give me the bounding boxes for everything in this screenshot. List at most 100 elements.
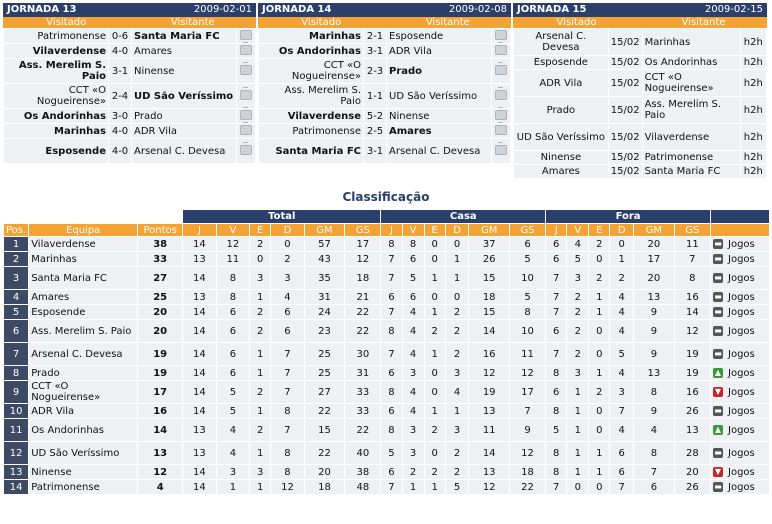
team-name[interactable]: Vilaverdense [29,237,138,251]
home-team[interactable]: ADR Vila [514,70,608,96]
team-name[interactable]: Ass. Merelim S. Paio [29,320,138,342]
away-team[interactable]: Ass. Merelim S. Paio [642,97,740,123]
away-team[interactable]: Amares [132,44,236,58]
team-name[interactable]: Esposende [29,305,138,319]
jogos-cell[interactable]: ▬ Jogos [711,343,769,365]
away-team[interactable]: UD São Veríssimo [132,84,236,108]
home-team[interactable]: Amares [514,165,608,178]
tv-icon[interactable] [240,41,252,55]
tv-icon-cell[interactable] [237,26,255,43]
team-name[interactable]: UD São Veríssimo [29,442,138,464]
team-name[interactable]: ADR Vila [29,404,138,418]
jogos-cell[interactable]: ▲ Jogos [711,366,769,380]
tv-icon[interactable] [495,141,507,155]
jogos-cell[interactable]: ▼ Jogos [711,381,769,403]
home-team[interactable]: CCT «O Nogueirense» [259,59,363,83]
jogos-cell[interactable]: ▬ Jogos [711,290,769,304]
home-team[interactable]: Patrimonense [259,124,363,138]
jogos-link[interactable]: Jogos [728,481,755,493]
jogos-link[interactable]: Jogos [728,367,755,379]
jogos-link[interactable]: Jogos [728,272,755,284]
jogos-link[interactable]: Jogos [728,348,755,360]
home-team[interactable]: Vilaverdense [259,109,363,123]
jogos-cell[interactable]: ▬ Jogos [711,267,769,289]
jogos-cell[interactable]: ▬ Jogos [711,480,769,494]
home-team[interactable]: Esposende [4,139,108,163]
tv-icon-cell[interactable] [237,41,255,58]
home-team[interactable]: Esposende [514,56,608,69]
home-team[interactable]: Ass. Merelim S. Paio [4,59,108,83]
tv-icon-cell[interactable] [492,41,510,58]
home-team[interactable]: Os Andorinhas [4,109,108,123]
jogos-link[interactable]: Jogos [728,325,755,337]
home-team[interactable]: Marinhas [4,124,108,138]
tv-icon[interactable] [495,26,507,40]
jogos-cell[interactable]: ▬ Jogos [711,404,769,418]
tv-icon-cell[interactable] [492,106,510,123]
team-name[interactable]: Santa Maria FC [29,267,138,289]
home-team[interactable]: Ninense [514,151,608,164]
home-team[interactable]: Prado [514,97,608,123]
tv-icon[interactable] [240,121,252,135]
away-team[interactable]: Os Andorinhas [642,56,740,69]
team-name[interactable]: Os Andorinhas [29,419,138,441]
jogos-link[interactable]: Jogos [728,466,755,478]
away-team[interactable]: ADR Vila [132,124,236,138]
tv-icon[interactable] [240,86,252,100]
team-name[interactable]: Amares [29,290,138,304]
tv-icon-cell[interactable] [237,106,255,123]
jogos-link[interactable]: Jogos [728,405,755,417]
away-team[interactable]: Vilaverdense [642,124,740,150]
jogos-cell[interactable]: ▲ Jogos [711,419,769,441]
tv-icon[interactable] [495,61,507,75]
away-team[interactable]: Marinhas [642,29,740,55]
away-team[interactable]: CCT «O Nogueirense» [642,70,740,96]
away-team[interactable]: Santa Maria FC [132,29,236,43]
home-team[interactable]: Arsenal C. Devesa [514,29,608,55]
jogos-link[interactable]: Jogos [728,291,755,303]
jogos-link[interactable]: Jogos [728,306,755,318]
home-team[interactable]: Marinhas [259,29,363,43]
home-team[interactable]: UD São Veríssimo [514,124,608,150]
home-team[interactable]: Ass. Merelim S. Paio [259,84,363,108]
home-team[interactable]: CCT «O Nogueirense» [4,84,108,108]
away-team[interactable]: Arsenal C. Devesa [132,139,236,163]
team-name[interactable]: Prado [29,366,138,380]
team-name[interactable]: Marinhas [29,252,138,266]
jogos-link[interactable]: Jogos [728,386,755,398]
away-team[interactable]: Arsenal C. Devesa [387,139,491,163]
jogos-link[interactable]: Jogos [728,253,755,265]
tv-icon[interactable] [240,141,252,155]
tv-icon[interactable] [495,41,507,55]
jogos-link[interactable]: Jogos [728,447,755,459]
jogos-cell[interactable]: ▬ Jogos [711,252,769,266]
team-name[interactable]: Patrimonense [29,480,138,494]
tv-icon[interactable] [495,121,507,135]
tv-icon-cell[interactable] [237,121,255,138]
team-name[interactable]: Ninense [29,465,138,479]
jogos-link[interactable]: Jogos [728,238,755,250]
tv-icon-cell[interactable] [237,139,255,163]
tv-icon[interactable] [240,61,252,75]
team-name[interactable]: CCT «O Nogueirense» [29,381,138,403]
jogos-cell[interactable]: ▬ Jogos [711,442,769,464]
tv-icon-cell[interactable] [492,84,510,108]
jogos-link[interactable]: Jogos [728,424,755,436]
home-team[interactable]: Vilaverdense [4,44,108,58]
away-team[interactable]: ADR Vila [387,44,491,58]
home-team[interactable]: Os Andorinhas [259,44,363,58]
jogos-cell[interactable]: ▬ Jogos [711,320,769,342]
away-team[interactable]: Amares [387,124,491,138]
away-team[interactable]: Esposende [387,29,491,43]
away-team[interactable]: UD São Veríssimo [387,84,491,108]
away-team[interactable]: Ninense [132,59,236,83]
jogos-cell[interactable]: ▬ Jogos [711,237,769,251]
tv-icon-cell[interactable] [492,26,510,43]
away-team[interactable]: Patrimonense [642,151,740,164]
team-name[interactable]: Arsenal C. Devesa [29,343,138,365]
tv-icon-cell[interactable] [492,59,510,83]
tv-icon-cell[interactable] [237,84,255,108]
tv-icon-cell[interactable] [492,121,510,138]
tv-icon[interactable] [240,26,252,40]
tv-icon[interactable] [240,106,252,120]
